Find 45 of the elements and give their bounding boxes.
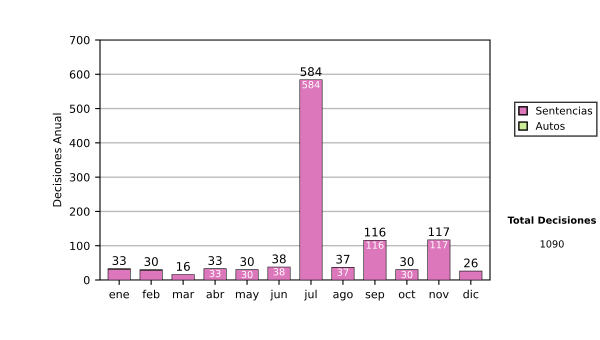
x-tick-label: sep <box>366 292 384 300</box>
data-label: 116 <box>366 241 384 249</box>
x-tick-label: nov <box>430 292 449 298</box>
total-label: 30 <box>400 257 414 266</box>
x-tick-label: may <box>236 292 259 300</box>
data-label: 33 <box>210 270 220 278</box>
x-tick-label: dic <box>463 290 478 298</box>
legend-label: Autos <box>536 122 565 130</box>
y-tick-label: 600 <box>70 70 90 79</box>
y-tick-label: 0 <box>84 276 90 284</box>
total-label: 30 <box>240 257 254 266</box>
x-tick-label: feb <box>142 290 160 298</box>
x-tick-label: ene <box>109 292 129 298</box>
total-label: 584 <box>300 67 322 76</box>
total-label: 117 <box>428 227 450 236</box>
text: Total Decisiones <box>508 216 596 224</box>
data-label: 584 <box>302 80 320 88</box>
y-axis-title: Decisiones Anual <box>52 114 62 206</box>
data-label: 30 <box>401 270 412 278</box>
total-label: 37 <box>336 254 350 264</box>
x-tick-label: jul <box>304 290 317 300</box>
total-label: 33 <box>112 256 126 266</box>
y-tick-label: 200 <box>70 207 90 216</box>
total-label: 38 <box>272 254 286 264</box>
data-label: 38 <box>274 268 285 276</box>
x-tick-label: ago <box>333 292 353 300</box>
x-tick-label: jun <box>270 290 287 300</box>
total-label: 26 <box>464 258 478 268</box>
y-tick-label: 300 <box>70 173 90 182</box>
y-tick-label: 500 <box>70 104 90 113</box>
text: 1090 <box>540 240 564 248</box>
total-label: 33 <box>208 256 222 266</box>
data-label: 30 <box>242 270 253 278</box>
legend-label: Sentencias <box>536 106 592 115</box>
x-tick-label: mar <box>173 292 194 298</box>
x-tick-label: oct <box>398 290 416 298</box>
total-label: 30 <box>144 257 158 266</box>
y-tick-label: 400 <box>70 138 90 148</box>
total-label: 16 <box>176 262 190 271</box>
y-tick-label: 700 <box>70 36 90 44</box>
data-label: 37 <box>338 268 348 276</box>
x-tick-label: abr <box>206 290 224 298</box>
y-tick-label: 100 <box>70 242 90 250</box>
total-label: 116 <box>364 228 386 237</box>
data-label: 117 <box>430 241 448 248</box>
